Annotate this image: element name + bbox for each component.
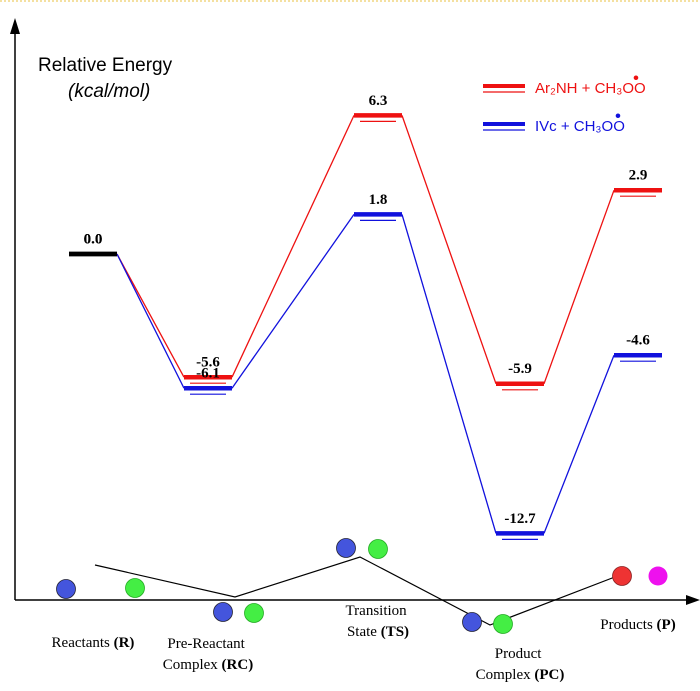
y-axis-arrow	[10, 18, 20, 34]
value-label: 6.3	[369, 93, 388, 109]
value-label: 1.8	[369, 192, 388, 208]
legend-radical: •	[615, 106, 621, 125]
legend-radical: •	[633, 68, 639, 87]
value-label: -6.1	[196, 366, 220, 382]
connector	[232, 214, 354, 388]
category-label: Reactants (R)	[52, 635, 135, 651]
value-label: -12.7	[504, 511, 536, 527]
y-axis-unit: (kcal/mol)	[68, 81, 150, 102]
category-label: Pre-Reactant Complex (RC)	[163, 636, 253, 673]
chart: Relative Energy (kcal/mol) 0.0-5.66.3-5.…	[0, 0, 700, 686]
value-label: 2.9	[629, 168, 648, 184]
connector	[402, 214, 496, 533]
y-axis-label: Relative Energy	[38, 55, 173, 76]
legend-label: Ar₂NH + CH₃OO	[535, 80, 646, 97]
x-axis-arrow	[686, 595, 700, 605]
value-label: -4.6	[626, 333, 650, 349]
legend-label: IVc + CH₃OO	[535, 118, 625, 135]
connector	[544, 190, 614, 384]
category-label: Products (P)	[600, 617, 675, 633]
connector	[402, 115, 496, 383]
category-label: Product Complex (PC)	[476, 646, 565, 683]
connector	[544, 355, 614, 533]
connector	[117, 254, 184, 388]
value-label: 0.0	[84, 231, 103, 247]
connector	[117, 254, 184, 377]
category-label: Transition State (TS)	[346, 603, 411, 640]
value-label: -5.9	[508, 361, 532, 377]
connector	[232, 115, 354, 377]
